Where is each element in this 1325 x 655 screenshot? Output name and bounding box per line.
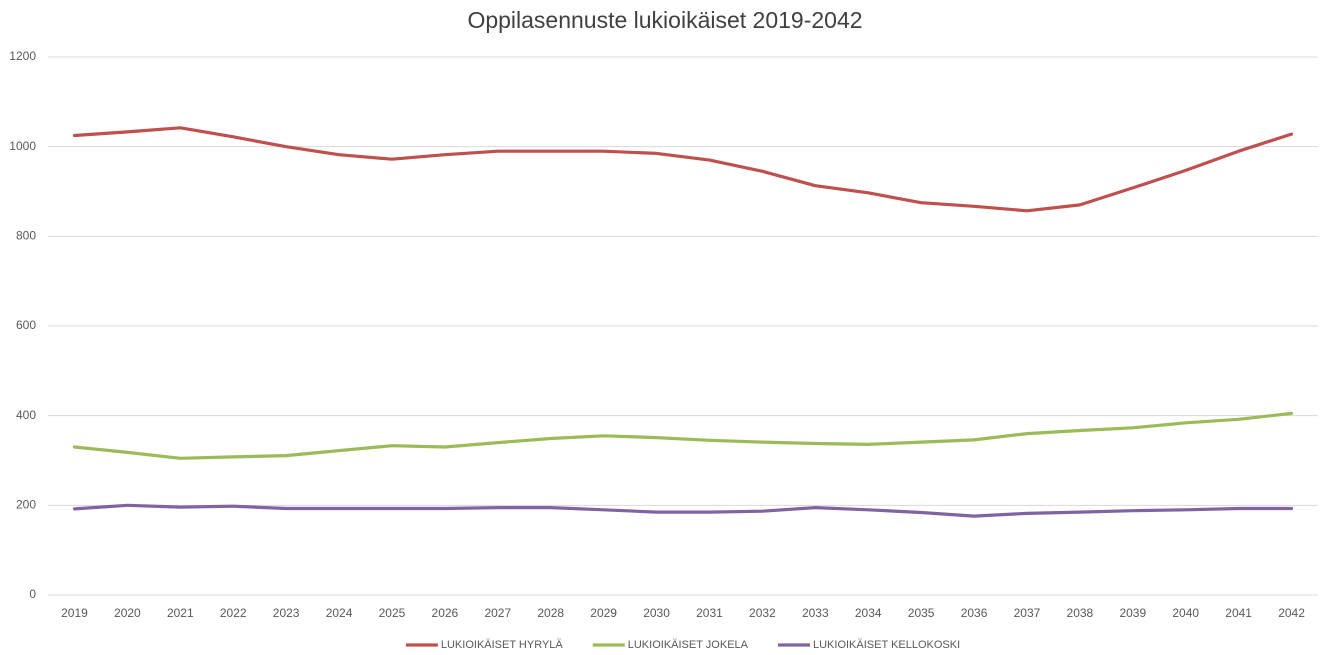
x-tick-label: 2023 <box>273 606 300 620</box>
y-tick-label: 1000 <box>9 139 36 153</box>
x-tick-label: 2033 <box>802 606 829 620</box>
x-tick-label: 2041 <box>1225 606 1252 620</box>
x-tick-label: 2040 <box>1172 606 1199 620</box>
x-tick-label: 2039 <box>1119 606 1146 620</box>
x-tick-label: 2019 <box>61 606 88 620</box>
y-tick-label: 1200 <box>9 49 36 63</box>
x-tick-label: 2038 <box>1067 606 1094 620</box>
data-line <box>72 126 1294 213</box>
legend-label: LUKIOIKÄISET KELLOKOSKI <box>813 639 960 651</box>
legend-label: LUKIOIKÄISET HYRYLÄ <box>441 639 564 651</box>
data-line <box>72 411 1294 460</box>
x-tick-label: 2028 <box>537 606 564 620</box>
y-tick-label: 200 <box>16 498 36 512</box>
x-tick-label: 2035 <box>908 606 935 620</box>
y-tick-label: 0 <box>29 587 36 601</box>
x-tick-label: 2037 <box>1014 606 1041 620</box>
x-tick-label: 2042 <box>1278 606 1305 620</box>
x-tick-label: 2030 <box>643 606 670 620</box>
x-tick-label: 2020 <box>114 606 141 620</box>
chart-title: Oppilasennuste lukioikäiset 2019-2042 <box>467 7 862 33</box>
legend-label: LUKIOIKÄISET JOKELA <box>628 639 749 651</box>
x-tick-label: 2021 <box>167 606 194 620</box>
x-tick-label: 2036 <box>961 606 988 620</box>
x-tick-label: 2029 <box>590 606 617 620</box>
y-tick-label: 600 <box>16 318 36 332</box>
y-tick-label: 800 <box>16 229 36 243</box>
data-line <box>72 503 1294 518</box>
x-tick-label: 2032 <box>749 606 776 620</box>
x-tick-label: 2034 <box>855 606 882 620</box>
x-tick-label: 2031 <box>696 606 723 620</box>
x-tick-label: 2027 <box>484 606 511 620</box>
x-tick-label: 2026 <box>432 606 459 620</box>
y-tick-label: 400 <box>16 408 36 422</box>
x-tick-label: 2025 <box>379 606 406 620</box>
x-tick-label: 2022 <box>220 606 247 620</box>
x-tick-label: 2024 <box>326 606 353 620</box>
